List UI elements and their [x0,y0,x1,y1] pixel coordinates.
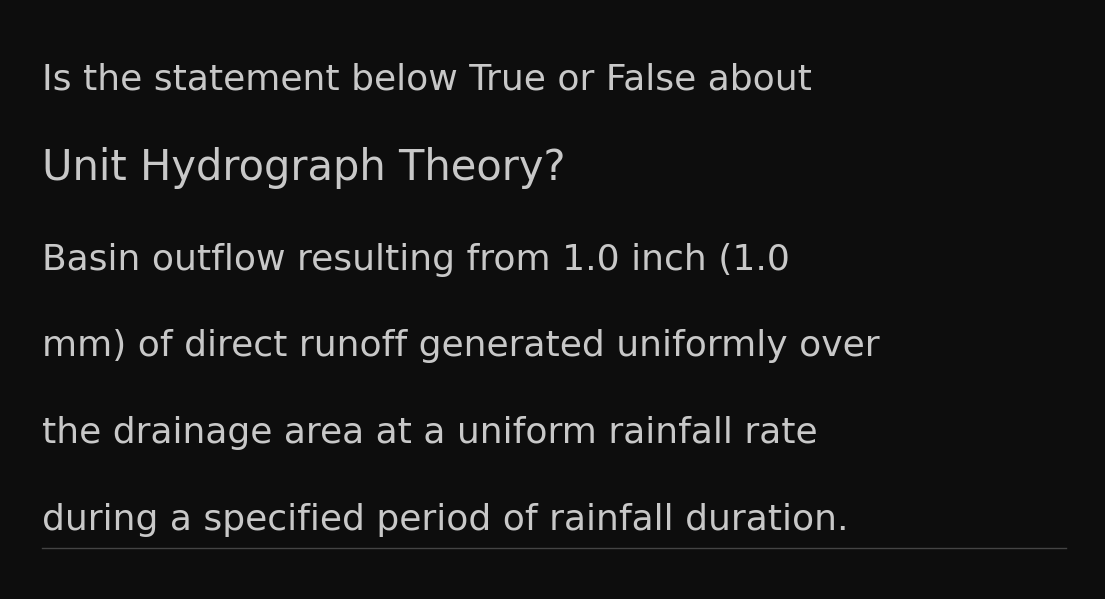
Text: mm) of direct runoff generated uniformly over: mm) of direct runoff generated uniformly… [42,329,880,364]
Text: the drainage area at a uniform rainfall rate: the drainage area at a uniform rainfall … [42,416,818,450]
Text: Is the statement below True or False about: Is the statement below True or False abo… [42,63,812,97]
Text: Unit Hydrograph Theory?: Unit Hydrograph Theory? [42,147,566,189]
Text: Basin outflow resulting from 1.0 inch (1.0: Basin outflow resulting from 1.0 inch (1… [42,243,790,277]
Text: during a specified period of rainfall duration.: during a specified period of rainfall du… [42,503,849,537]
